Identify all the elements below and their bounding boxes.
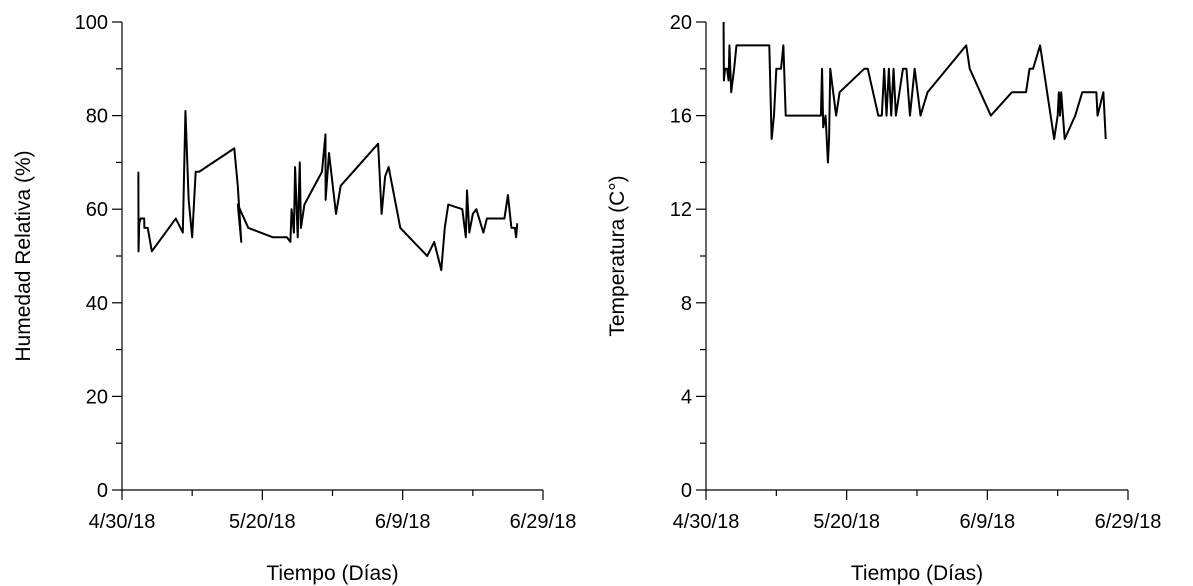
x-tick-label: 6/9/18 (960, 511, 1016, 533)
y-tick-label: 100 (75, 12, 108, 34)
y-tick-label: 12 (670, 199, 692, 221)
y-tick-label: 40 (86, 293, 108, 315)
x-axis-title: Tiempo (Días) (851, 562, 983, 585)
y-axis-title: Humedad Relativa (%) (12, 150, 35, 361)
x-axis-title: Tiempo (Días) (266, 562, 398, 585)
x-tick-label: 6/9/18 (375, 511, 431, 533)
humidity-chart: 0 20 40 60 80 100 4/30/18 5/20/18 6/9/18 6/29/18 T… (12, 12, 576, 585)
x-tick-label: 4/30/18 (673, 511, 740, 533)
y-tick-label: 0 (97, 480, 108, 502)
x-tick-label: 5/20/18 (813, 511, 880, 533)
y-axis-title: Temperatura (C°) (606, 175, 629, 336)
x-tick-label: 4/30/18 (89, 511, 156, 533)
y-tick-label: 16 (670, 106, 692, 128)
series-line (722, 21, 1107, 164)
x-tick-label: 6/29/18 (510, 511, 577, 533)
x-tick-label: 5/20/18 (229, 511, 296, 533)
y-tick-label: 60 (86, 199, 108, 221)
y-tick-label: 20 (670, 12, 692, 34)
series-line (137, 109, 519, 272)
y-tick-label: 0 (681, 480, 692, 502)
y-tick-label: 20 (86, 386, 108, 408)
x-tick-label: 6/29/18 (1095, 511, 1162, 533)
y-tick-label: 80 (86, 106, 108, 128)
temperature-chart: 0 4 8 12 16 20 4/30/18 5/20/18 6/9/18 6/29/18 Tiem… (606, 12, 1161, 585)
y-tick-label: 4 (681, 386, 692, 408)
y-tick-label: 8 (681, 293, 692, 315)
